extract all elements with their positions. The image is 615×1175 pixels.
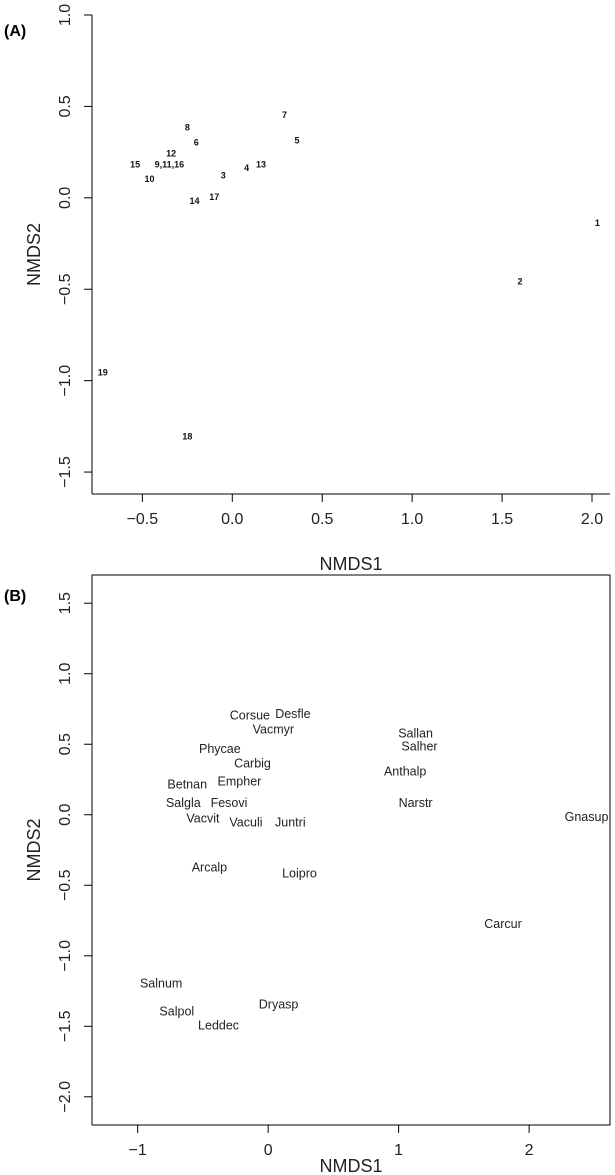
point-label: 15: [130, 159, 140, 169]
point-label: 8: [185, 123, 190, 133]
point-label: Sallan: [398, 727, 433, 741]
point-label: 9,11,16: [155, 159, 185, 169]
point-label: Vacvit: [186, 811, 220, 825]
point-label: Gnasup: [565, 810, 609, 824]
point-label: 4: [244, 163, 249, 173]
panel-label: (A): [4, 23, 26, 40]
y-tick-label: 0.5: [57, 733, 74, 755]
x-tick-label: 1: [394, 1142, 403, 1159]
point-label: 2: [518, 276, 523, 286]
y-tick-label: −1.5: [57, 1010, 74, 1042]
x-tick-label: −1: [129, 1142, 147, 1159]
point-label: 5: [295, 136, 300, 146]
point-label: 6: [194, 137, 199, 147]
panel-label: (B): [4, 588, 26, 605]
y-tick-label: −0.5: [57, 273, 74, 305]
point-label: Carcur: [484, 917, 522, 931]
point-label: 10: [145, 174, 155, 184]
point-label: Carbig: [234, 756, 271, 770]
x-tick-label: 0: [264, 1142, 273, 1159]
panel-a-nmds-sites: (A) −0.5 0.0 0.5 1.0 1.5 2.0 −1.5 −1.0 −0.5 0.0 0.5…: [4, 4, 610, 574]
point-label: Arcalp: [192, 861, 227, 875]
y-tick-label: 0.0: [57, 804, 74, 826]
point-label: Empher: [218, 775, 262, 789]
point-label: Vaculi: [229, 816, 262, 830]
point-label: 18: [182, 432, 192, 442]
y-tick-label: −0.5: [57, 869, 74, 901]
y-tick-label: −1.5: [57, 456, 74, 488]
point-label: Leddec: [198, 1019, 239, 1033]
point-label: 3: [221, 170, 226, 180]
point-label: Salpol: [159, 1004, 194, 1018]
point-label: 7: [282, 110, 287, 120]
y-axis-title: NMDS2: [24, 223, 44, 286]
point-label: 17: [209, 192, 219, 202]
point-label: 13: [256, 159, 266, 169]
point-label: Phycae: [199, 742, 241, 756]
point-label: 19: [98, 368, 108, 378]
x-axis-title: NMDS1: [319, 1156, 382, 1175]
point-label: Juntri: [275, 816, 306, 830]
y-tick-label: −1.0: [57, 365, 74, 397]
y-tick-label: −1.0: [57, 940, 74, 972]
x-tick-label: −0.5: [127, 511, 159, 528]
point-label: Salgla: [166, 796, 201, 810]
plot-frame: [91, 574, 611, 1126]
point-label: 12: [166, 148, 176, 158]
y-tick-label: −2.0: [57, 1081, 74, 1113]
x-axis-title: NMDS1: [319, 554, 382, 574]
point-label: Loipro: [282, 866, 317, 880]
point-label: Corsue: [230, 708, 270, 722]
x-tick-label: 0.0: [221, 511, 243, 528]
point-label: 14: [190, 196, 200, 206]
panel-b-nmds-species: (B) −1 0 1 2 −2.0 −1.5 −1.0 −0.5 0.0 0.5 1.0 1.5 NMDS…: [4, 574, 611, 1175]
y-tick-label: 0.0: [57, 187, 74, 209]
point-label: Dryasp: [259, 997, 299, 1011]
point-label: Narstr: [399, 796, 433, 810]
point-label: Anthalp: [384, 765, 426, 779]
point-label: Salher: [401, 739, 437, 753]
x-tick-label: 1.0: [401, 511, 423, 528]
point-label: Vacmyr: [253, 722, 294, 736]
point-label: Betnan: [167, 777, 207, 791]
y-tick-label: 1.0: [57, 662, 74, 684]
point-label: Desfle: [275, 707, 310, 721]
point-label: Fesovi: [211, 796, 248, 810]
x-tick-label: 2: [525, 1142, 534, 1159]
y-tick-label: 1.5: [57, 592, 74, 614]
y-tick-label: 0.5: [57, 95, 74, 117]
x-tick-label: 2.0: [581, 511, 603, 528]
y-tick-label: 1.0: [57, 4, 74, 26]
y-axis-title: NMDS2: [24, 818, 44, 881]
point-label: Salnum: [140, 976, 182, 990]
x-tick-label: 1.5: [491, 511, 513, 528]
x-tick-label: 0.5: [311, 511, 333, 528]
point-label: 1: [595, 218, 600, 228]
